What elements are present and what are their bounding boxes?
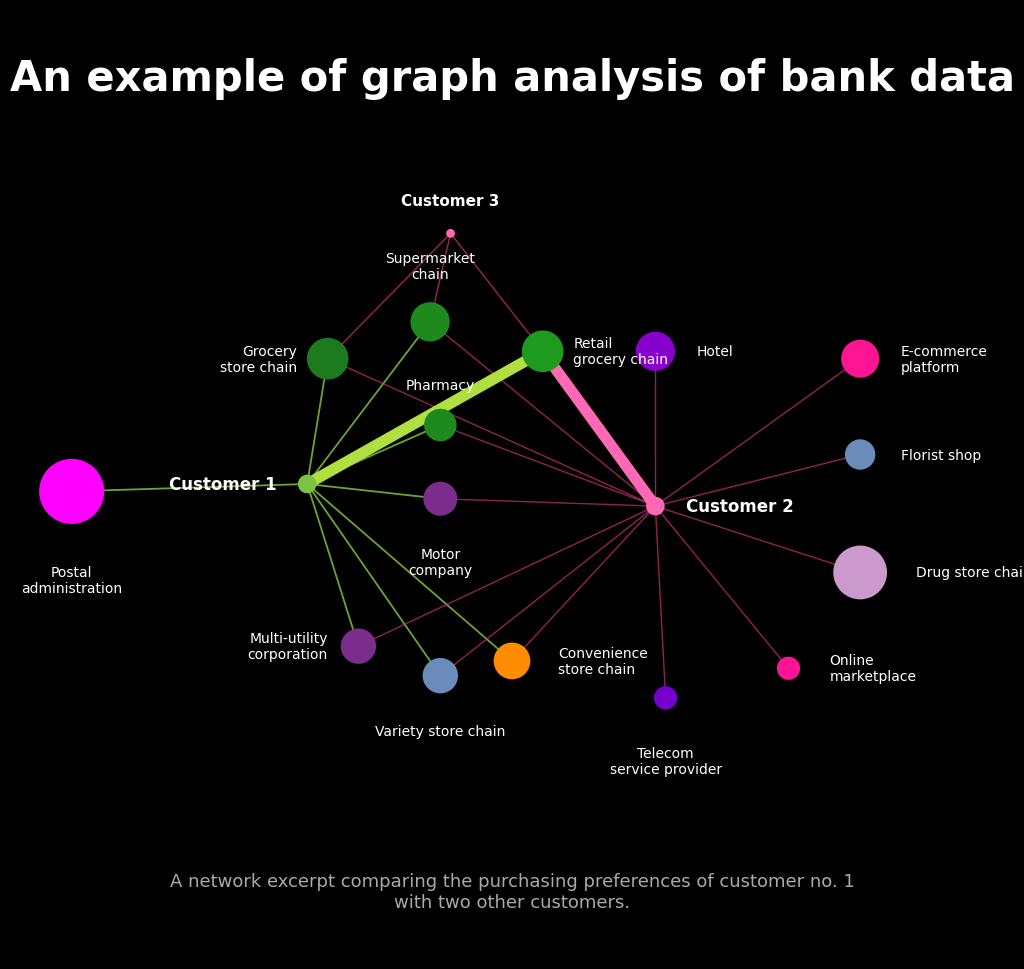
Text: Online
marketplace: Online marketplace (829, 653, 916, 684)
Point (647, 344, 664, 359)
Text: Customer 3: Customer 3 (401, 194, 500, 208)
Text: An example of graph analysis of bank data: An example of graph analysis of bank dat… (9, 58, 1015, 100)
Text: Supermarket
chain: Supermarket chain (385, 252, 475, 282)
Point (852, 352, 868, 367)
Text: A network excerpt comparing the purchasing preferences of customer no. 1
with tw: A network excerpt comparing the purchasi… (170, 872, 854, 911)
Text: E-commerce
platform: E-commerce platform (901, 344, 988, 374)
Point (442, 227, 459, 242)
Text: Hotel: Hotel (696, 345, 733, 359)
Point (657, 690, 674, 705)
Text: Telecom
service provider: Telecom service provider (609, 746, 722, 776)
Text: Convenience
store chain: Convenience store chain (558, 646, 648, 676)
Text: Variety store chain: Variety store chain (375, 724, 506, 737)
Text: Pharmacy: Pharmacy (406, 379, 475, 392)
Text: Florist shop: Florist shop (901, 448, 981, 462)
Point (780, 661, 797, 676)
Point (422, 315, 438, 330)
Point (319, 352, 336, 367)
Text: Drug store chain: Drug store chain (916, 566, 1024, 579)
Point (432, 669, 449, 684)
Text: Retail
grocery chain: Retail grocery chain (573, 337, 669, 367)
Text: Grocery
store chain: Grocery store chain (220, 344, 297, 374)
Point (350, 639, 367, 654)
Text: Customer 1: Customer 1 (169, 476, 276, 493)
Point (432, 418, 449, 433)
Point (63, 484, 80, 500)
Text: Multi-utility
corporation: Multi-utility corporation (248, 632, 328, 662)
Text: Customer 2: Customer 2 (686, 498, 794, 516)
Point (852, 448, 868, 463)
Point (504, 653, 520, 669)
Text: Motor
company: Motor company (409, 547, 472, 578)
Point (647, 499, 664, 515)
Point (432, 491, 449, 507)
Point (299, 477, 315, 492)
Text: Postal
administration: Postal administration (22, 566, 122, 596)
Point (852, 565, 868, 580)
Point (535, 344, 551, 359)
